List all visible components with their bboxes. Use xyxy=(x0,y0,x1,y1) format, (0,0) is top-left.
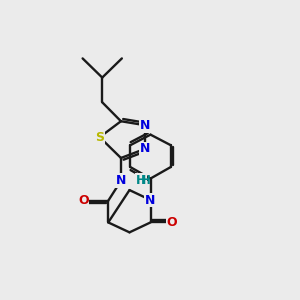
Text: N: N xyxy=(140,142,150,155)
Text: N: N xyxy=(145,194,156,206)
Text: S: S xyxy=(95,131,104,144)
Text: H: H xyxy=(141,174,151,187)
Text: N: N xyxy=(140,119,150,132)
Text: O: O xyxy=(78,194,88,207)
Text: H: H xyxy=(136,174,146,187)
Text: N: N xyxy=(116,174,126,187)
Text: O: O xyxy=(167,216,177,229)
